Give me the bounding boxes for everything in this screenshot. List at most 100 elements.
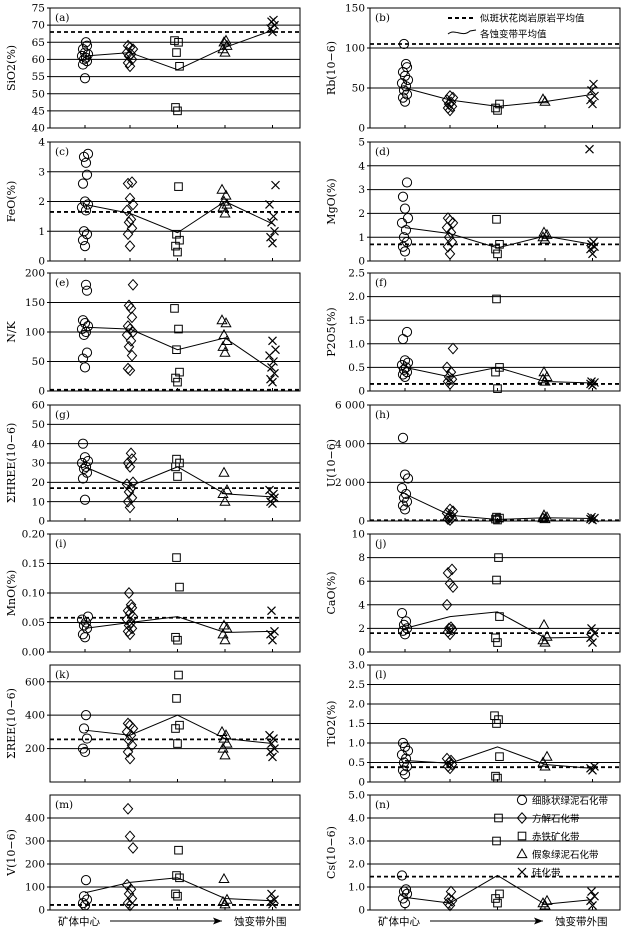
diamond-point — [444, 214, 456, 227]
y-tick-label: 40 — [32, 123, 45, 135]
triangle-point — [218, 36, 230, 47]
y-tick-label: 0.00 — [22, 647, 45, 659]
diamond-point — [122, 228, 134, 241]
solid-legend-line — [447, 29, 477, 35]
circle-point — [400, 616, 412, 627]
diamond-point — [126, 622, 138, 635]
cross-point — [270, 744, 279, 753]
legend-label: 细脉状绿泥石化带 — [532, 795, 609, 807]
square-point — [492, 836, 501, 846]
diamond-point — [121, 204, 133, 217]
triangle-point — [538, 509, 550, 520]
triangle-point — [218, 328, 230, 340]
line-legend: 似斑状花岗岩原岩平均值 各蚀变带平均值 — [447, 13, 585, 41]
x-start-label-left: 矿体中心 — [58, 915, 100, 928]
panel-label: (m) — [55, 799, 73, 811]
zone-mean-line — [404, 874, 593, 905]
triangle-point — [218, 619, 230, 630]
square-point — [171, 103, 180, 112]
circle-point — [396, 870, 408, 881]
panel-i: 0.00 0.05 0.10 0.15 0.20 (i) MnO(%) — [5, 529, 301, 659]
triangle-point — [537, 897, 549, 908]
diamond-point — [441, 94, 453, 106]
diamond-point — [122, 625, 134, 638]
triangle-point — [538, 366, 550, 377]
square-point — [170, 304, 179, 313]
cross-point — [590, 378, 599, 387]
y-tick-label: 600 — [25, 676, 45, 688]
circle-point — [396, 217, 408, 229]
y-tick-label: 0 — [358, 777, 365, 789]
panel-k: 200 400 600 (k) ΣREE(10−6) — [5, 664, 301, 783]
circle-point — [79, 318, 91, 329]
circle-point — [396, 607, 408, 619]
zone-mean-line — [404, 746, 593, 769]
y-tick-label: 70 — [32, 20, 45, 32]
y-tick-label: 0 — [358, 905, 365, 917]
circle-point — [78, 226, 90, 237]
triangle-point — [220, 189, 232, 200]
diamond-point — [443, 231, 455, 244]
diamond-point — [446, 563, 458, 576]
diamond-point — [447, 581, 459, 594]
triangle-point — [219, 749, 231, 760]
y-axis-label: U(10−6) — [325, 439, 338, 487]
triangle-point — [219, 495, 231, 506]
panel-label: (f) — [375, 277, 387, 289]
square-point — [175, 873, 184, 883]
y-tick-label: 4 — [358, 160, 365, 172]
square-point — [172, 553, 181, 562]
square-point — [493, 773, 502, 783]
circle-point — [77, 59, 89, 70]
diamond-point — [444, 377, 456, 390]
circle-point — [398, 886, 410, 897]
square-point — [495, 889, 504, 899]
circle-point — [398, 38, 410, 50]
circle-point — [79, 494, 91, 505]
triangle-point — [537, 634, 549, 645]
diamond-point — [444, 577, 456, 590]
cross-point — [587, 512, 596, 522]
triangle-point — [539, 95, 551, 106]
cross-point — [585, 144, 594, 154]
triangle-point — [218, 195, 230, 206]
diamond-point — [124, 752, 136, 765]
y-tick-label: 1 — [358, 232, 365, 244]
plot-frame — [369, 794, 621, 911]
diamond-point — [124, 60, 136, 73]
triangle-point — [219, 634, 231, 645]
panel-label: (i) — [55, 538, 67, 550]
square-point — [170, 36, 179, 45]
solid-legend-label: 各蚀变带平均值 — [480, 29, 547, 41]
panel-h: 0 2 000 4 000 6 000 (h) U(10−6) — [325, 400, 621, 528]
diamond-point — [127, 841, 139, 854]
diamond-point — [122, 495, 134, 508]
triangle-point — [541, 228, 553, 239]
diamond-point — [122, 745, 134, 758]
diamond-point — [127, 278, 139, 291]
circle-point — [81, 285, 93, 296]
diamond-point — [444, 90, 456, 102]
y-tick-label: 45 — [32, 105, 45, 117]
panel-l: 0 0.5 1.0 1.5 2.0 2.5 3.0 (l) TiO2(%) — [325, 660, 621, 789]
square-point — [173, 891, 182, 901]
y-tick-label: 50 — [32, 88, 45, 100]
circle-point — [81, 347, 93, 358]
square-point — [491, 633, 500, 643]
panel-label: (k) — [55, 669, 70, 681]
panels-group: 4045505560657075(a)SiO2(%)050100150(b)Rb… — [5, 3, 621, 917]
diamond-point — [444, 503, 456, 516]
square-point — [173, 739, 182, 748]
y-tick-label: 2.0 — [348, 291, 365, 303]
triangle-point — [539, 636, 551, 647]
y-tick-label: 65 — [32, 37, 45, 49]
legend-circle-icon — [516, 794, 528, 806]
y-tick-label: 10 — [352, 529, 365, 541]
legend-label: 假象绿泥石化带 — [532, 849, 599, 861]
square-point — [495, 99, 504, 109]
circle-point — [80, 461, 92, 472]
triangle-point — [537, 93, 549, 104]
y-tick-label: 300 — [25, 836, 45, 848]
triangle-point — [220, 729, 232, 740]
